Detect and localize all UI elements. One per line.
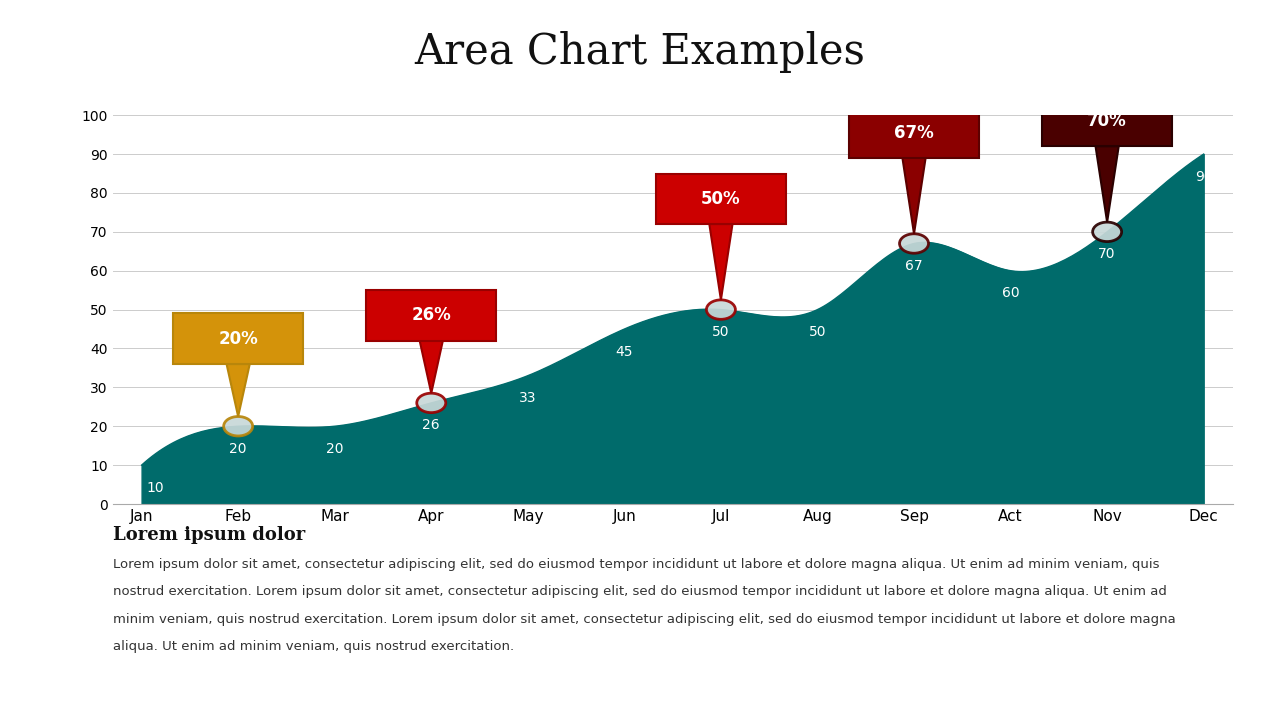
Text: aliqua. Ut enim ad minim veniam, quis nostrud exercitation.: aliqua. Ut enim ad minim veniam, quis no… — [113, 640, 513, 653]
Text: 26: 26 — [422, 418, 440, 433]
Text: 90: 90 — [1194, 170, 1212, 184]
Text: Lorem ipsum dolor sit amet, consectetur adipiscing elit, sed do eiusmod tempor i: Lorem ipsum dolor sit amet, consectetur … — [113, 558, 1160, 571]
Text: Area Chart Examples: Area Chart Examples — [415, 31, 865, 73]
Polygon shape — [227, 364, 250, 416]
Text: 20: 20 — [229, 442, 247, 456]
Ellipse shape — [707, 300, 736, 320]
Text: 67: 67 — [905, 259, 923, 273]
FancyBboxPatch shape — [655, 174, 786, 224]
Ellipse shape — [900, 234, 928, 253]
Text: 26%: 26% — [411, 307, 451, 325]
FancyBboxPatch shape — [849, 107, 979, 158]
Polygon shape — [420, 341, 443, 393]
Ellipse shape — [1093, 222, 1121, 241]
Text: minim veniam, quis nostrud exercitation. Lorem ipsum dolor sit amet, consectetur: minim veniam, quis nostrud exercitation.… — [113, 613, 1175, 626]
FancyBboxPatch shape — [366, 290, 497, 341]
Text: 33: 33 — [520, 391, 536, 405]
Text: 10: 10 — [146, 481, 164, 495]
Text: 70: 70 — [1098, 248, 1116, 261]
Text: 20%: 20% — [219, 330, 259, 348]
Text: 50: 50 — [712, 325, 730, 339]
Polygon shape — [709, 224, 732, 300]
Text: 45: 45 — [616, 345, 634, 359]
Text: 60: 60 — [1002, 287, 1019, 300]
Polygon shape — [902, 158, 925, 234]
Text: 70%: 70% — [1087, 112, 1126, 130]
Polygon shape — [1096, 146, 1119, 222]
Text: Lorem ipsum dolor: Lorem ipsum dolor — [113, 526, 305, 544]
Ellipse shape — [417, 393, 445, 413]
FancyBboxPatch shape — [173, 313, 303, 364]
Text: 67%: 67% — [895, 124, 934, 142]
Text: 50: 50 — [809, 325, 826, 339]
Text: 20: 20 — [326, 442, 343, 456]
FancyBboxPatch shape — [1042, 96, 1172, 146]
Text: nostrud exercitation. Lorem ipsum dolor sit amet, consectetur adipiscing elit, s: nostrud exercitation. Lorem ipsum dolor … — [113, 585, 1166, 598]
Text: 50%: 50% — [701, 190, 741, 208]
Ellipse shape — [224, 416, 252, 436]
